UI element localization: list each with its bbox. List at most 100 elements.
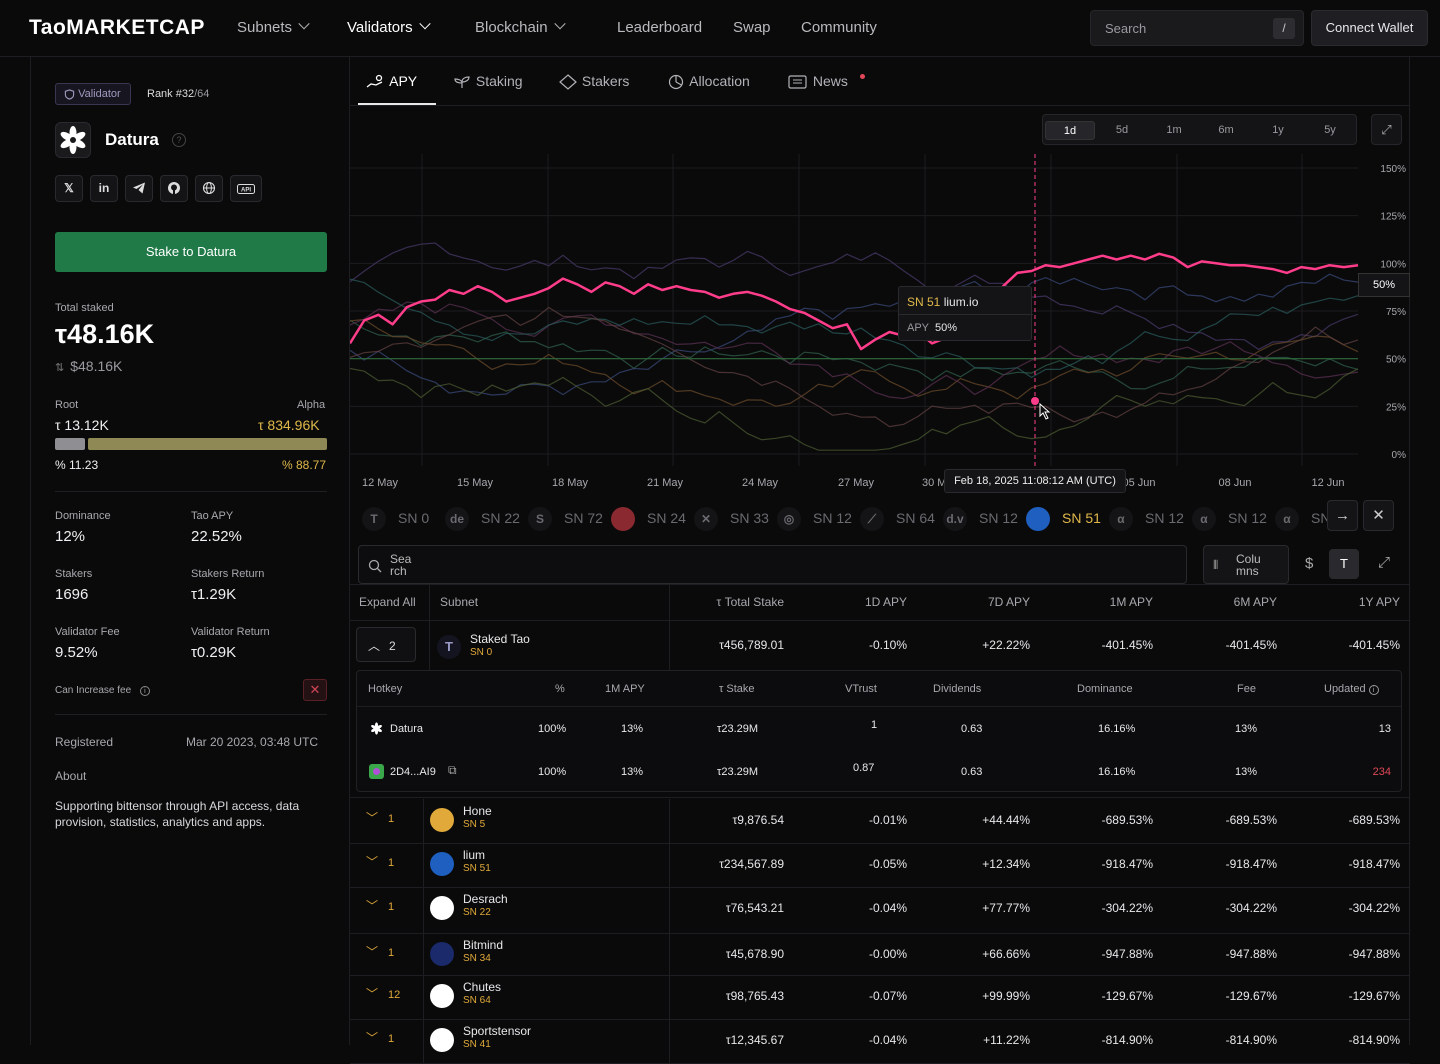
linkedin-icon[interactable]: in: [90, 175, 118, 202]
fee-cell: 13%: [1235, 766, 1258, 778]
tab-staking[interactable]: Staking: [452, 73, 523, 90]
subnet-name[interactable]: Staked Tao: [470, 632, 530, 646]
info-icon[interactable]: i: [139, 686, 150, 696]
hotkey-address[interactable]: 2D4...AI9: [390, 766, 436, 778]
api-icon[interactable]: API: [230, 175, 262, 202]
nav-blockchain[interactable]: Blockchain: [475, 18, 566, 36]
range-6m[interactable]: 6m: [1218, 124, 1234, 136]
validator-sidebar: Validator Rank #32/64 Datura ? 𝕏 in API …: [30, 57, 350, 1045]
subnet-name[interactable]: Sportstensor: [463, 1024, 532, 1038]
apy-chart[interactable]: 150% 125% 100% 75% 50% 25% 0% 12 May 15 May 18 M…: [350, 154, 1410, 499]
apy-1y-cell: -401.45%: [1348, 638, 1400, 652]
dollar-toggle[interactable]: $: [1305, 555, 1314, 572]
telegram-icon[interactable]: [125, 175, 153, 202]
validator-rank: Rank #32/64: [147, 88, 210, 100]
table-search-input[interactable]: Search: [358, 545, 1187, 584]
chevron-down-icon[interactable]: ﹀: [366, 899, 379, 913]
close-icon[interactable]: ✕: [1363, 500, 1394, 531]
subnet-chip-label[interactable]: SN 51: [1062, 510, 1101, 526]
subnet-chip-label[interactable]: SN 12: [1145, 510, 1184, 526]
apy-7d-cell: +66.66%: [982, 947, 1030, 961]
range-1d[interactable]: 1d: [1045, 121, 1095, 140]
range-5y[interactable]: 5y: [1324, 124, 1336, 136]
fullscreen-icon[interactable]: ⤢: [1371, 114, 1402, 145]
tab-news[interactable]: News: [787, 73, 848, 90]
range-1y[interactable]: 1y: [1272, 124, 1284, 136]
global-search-input[interactable]: Search /: [1090, 10, 1304, 46]
subnet-chip-label[interactable]: SN 0: [398, 510, 430, 526]
subnet-chip-label[interactable]: SN 22: [481, 510, 520, 526]
swap-arrows-icon[interactable]: ⇅: [55, 362, 65, 374]
row-count: 1: [388, 901, 395, 913]
subnet-logo-icon: [430, 984, 454, 1008]
apy-header: 1M APY: [605, 683, 645, 695]
range-1m[interactable]: 1m: [1166, 124, 1182, 136]
tab-stakers[interactable]: Stakers: [558, 73, 629, 91]
apy-6m-header[interactable]: 6M APY: [1233, 595, 1277, 609]
hotkey-name[interactable]: Datura: [390, 723, 424, 735]
stakers-value: 1696: [55, 586, 89, 603]
subnet-name[interactable]: Chutes: [463, 980, 502, 994]
subnet-chip-icon: [611, 507, 635, 531]
nav-swap[interactable]: Swap: [733, 19, 771, 36]
expand-icon[interactable]: ⤢: [1378, 554, 1391, 571]
chevron-down-icon[interactable]: ﹀: [366, 945, 379, 959]
subnet-id: SN 22: [463, 907, 491, 918]
apy-1y-cell: -689.53%: [1348, 813, 1400, 827]
range-5d[interactable]: 5d: [1115, 124, 1129, 136]
subnet-chip-label[interactable]: SN 64: [896, 510, 935, 526]
row-count: 1: [388, 813, 395, 825]
subnet-chip-label[interactable]: SN 72: [564, 510, 603, 526]
search-shortcut-key: /: [1273, 18, 1295, 39]
chevron-down-icon[interactable]: ﹀: [366, 987, 379, 1001]
apy-1m-header[interactable]: 1M APY: [1109, 595, 1153, 609]
chevron-down-icon[interactable]: ﹀: [366, 855, 379, 869]
subnet-chip-label[interactable]: SN 24: [647, 510, 686, 526]
chevron-down-icon[interactable]: ﹀: [366, 1031, 379, 1045]
apy-7d-header[interactable]: 7D APY: [987, 595, 1030, 609]
info-icon[interactable]: i: [1368, 685, 1379, 695]
nav-subnets[interactable]: Subnets: [237, 18, 310, 36]
subnet-chip-label[interactable]: SN 12: [1228, 510, 1267, 526]
arrow-right-icon[interactable]: →: [1327, 500, 1358, 531]
site-logo[interactable]: TaoMARKETCAP: [29, 16, 205, 39]
copy-icon[interactable]: ⧉: [448, 763, 457, 777]
percent-cell: 100%: [538, 723, 567, 735]
columns-button[interactable]: ⦀ Columns: [1203, 545, 1289, 584]
tab-apy[interactable]: APY: [366, 73, 417, 90]
subnet-name[interactable]: Desrach: [463, 892, 508, 906]
globe-icon[interactable]: [195, 175, 223, 202]
subnet-chip-label[interactable]: SN 12: [979, 510, 1018, 526]
validator-fee-value: 9.52%: [55, 644, 98, 661]
chevron-down-icon[interactable]: ﹀: [366, 811, 379, 825]
help-icon[interactable]: ?: [172, 133, 186, 147]
total-stake-header[interactable]: τ Total Stake: [716, 595, 784, 609]
tao-logo-icon: T: [437, 635, 461, 659]
x-tick-label: 27 May: [838, 477, 875, 489]
subnet-logo-icon: [430, 896, 454, 920]
close-icon[interactable]: ✕: [303, 679, 327, 701]
tab-allocation[interactable]: Allocation: [666, 73, 750, 90]
nav-leaderboard[interactable]: Leaderboard: [617, 19, 703, 36]
x-twitter-icon[interactable]: 𝕏: [55, 175, 83, 202]
apy-1y-header[interactable]: 1Y APY: [1358, 595, 1400, 609]
apy-6m-cell: -129.67%: [1225, 989, 1277, 1003]
subnet-name[interactable]: lium: [463, 848, 486, 862]
total-staked-usd: ⇅ $48.16K: [55, 358, 123, 374]
apy-1y-cell: -947.88%: [1348, 947, 1400, 961]
alpha-percent: % 88.77: [282, 458, 327, 472]
expand-all-header[interactable]: Expand All: [359, 595, 416, 609]
github-icon[interactable]: [160, 175, 188, 202]
stake-button[interactable]: Stake to Datura: [55, 232, 327, 272]
connect-wallet-button[interactable]: Connect Wallet: [1311, 10, 1428, 46]
subnet-chip-label[interactable]: SN 33: [730, 510, 769, 526]
subnet-name[interactable]: Hone: [463, 804, 492, 818]
apy-1d-header[interactable]: 1D APY: [864, 595, 907, 609]
tao-toggle[interactable]: T: [1329, 549, 1359, 579]
subnet-name[interactable]: Bitmind: [463, 938, 504, 952]
nav-validators[interactable]: Validators: [347, 18, 431, 36]
subnet-header[interactable]: Subnet: [440, 595, 479, 609]
subnet-chip-label[interactable]: SN 12: [813, 510, 852, 526]
nav-community[interactable]: Community: [801, 19, 877, 36]
collapse-row-button[interactable]: ︿ 2: [356, 627, 416, 662]
